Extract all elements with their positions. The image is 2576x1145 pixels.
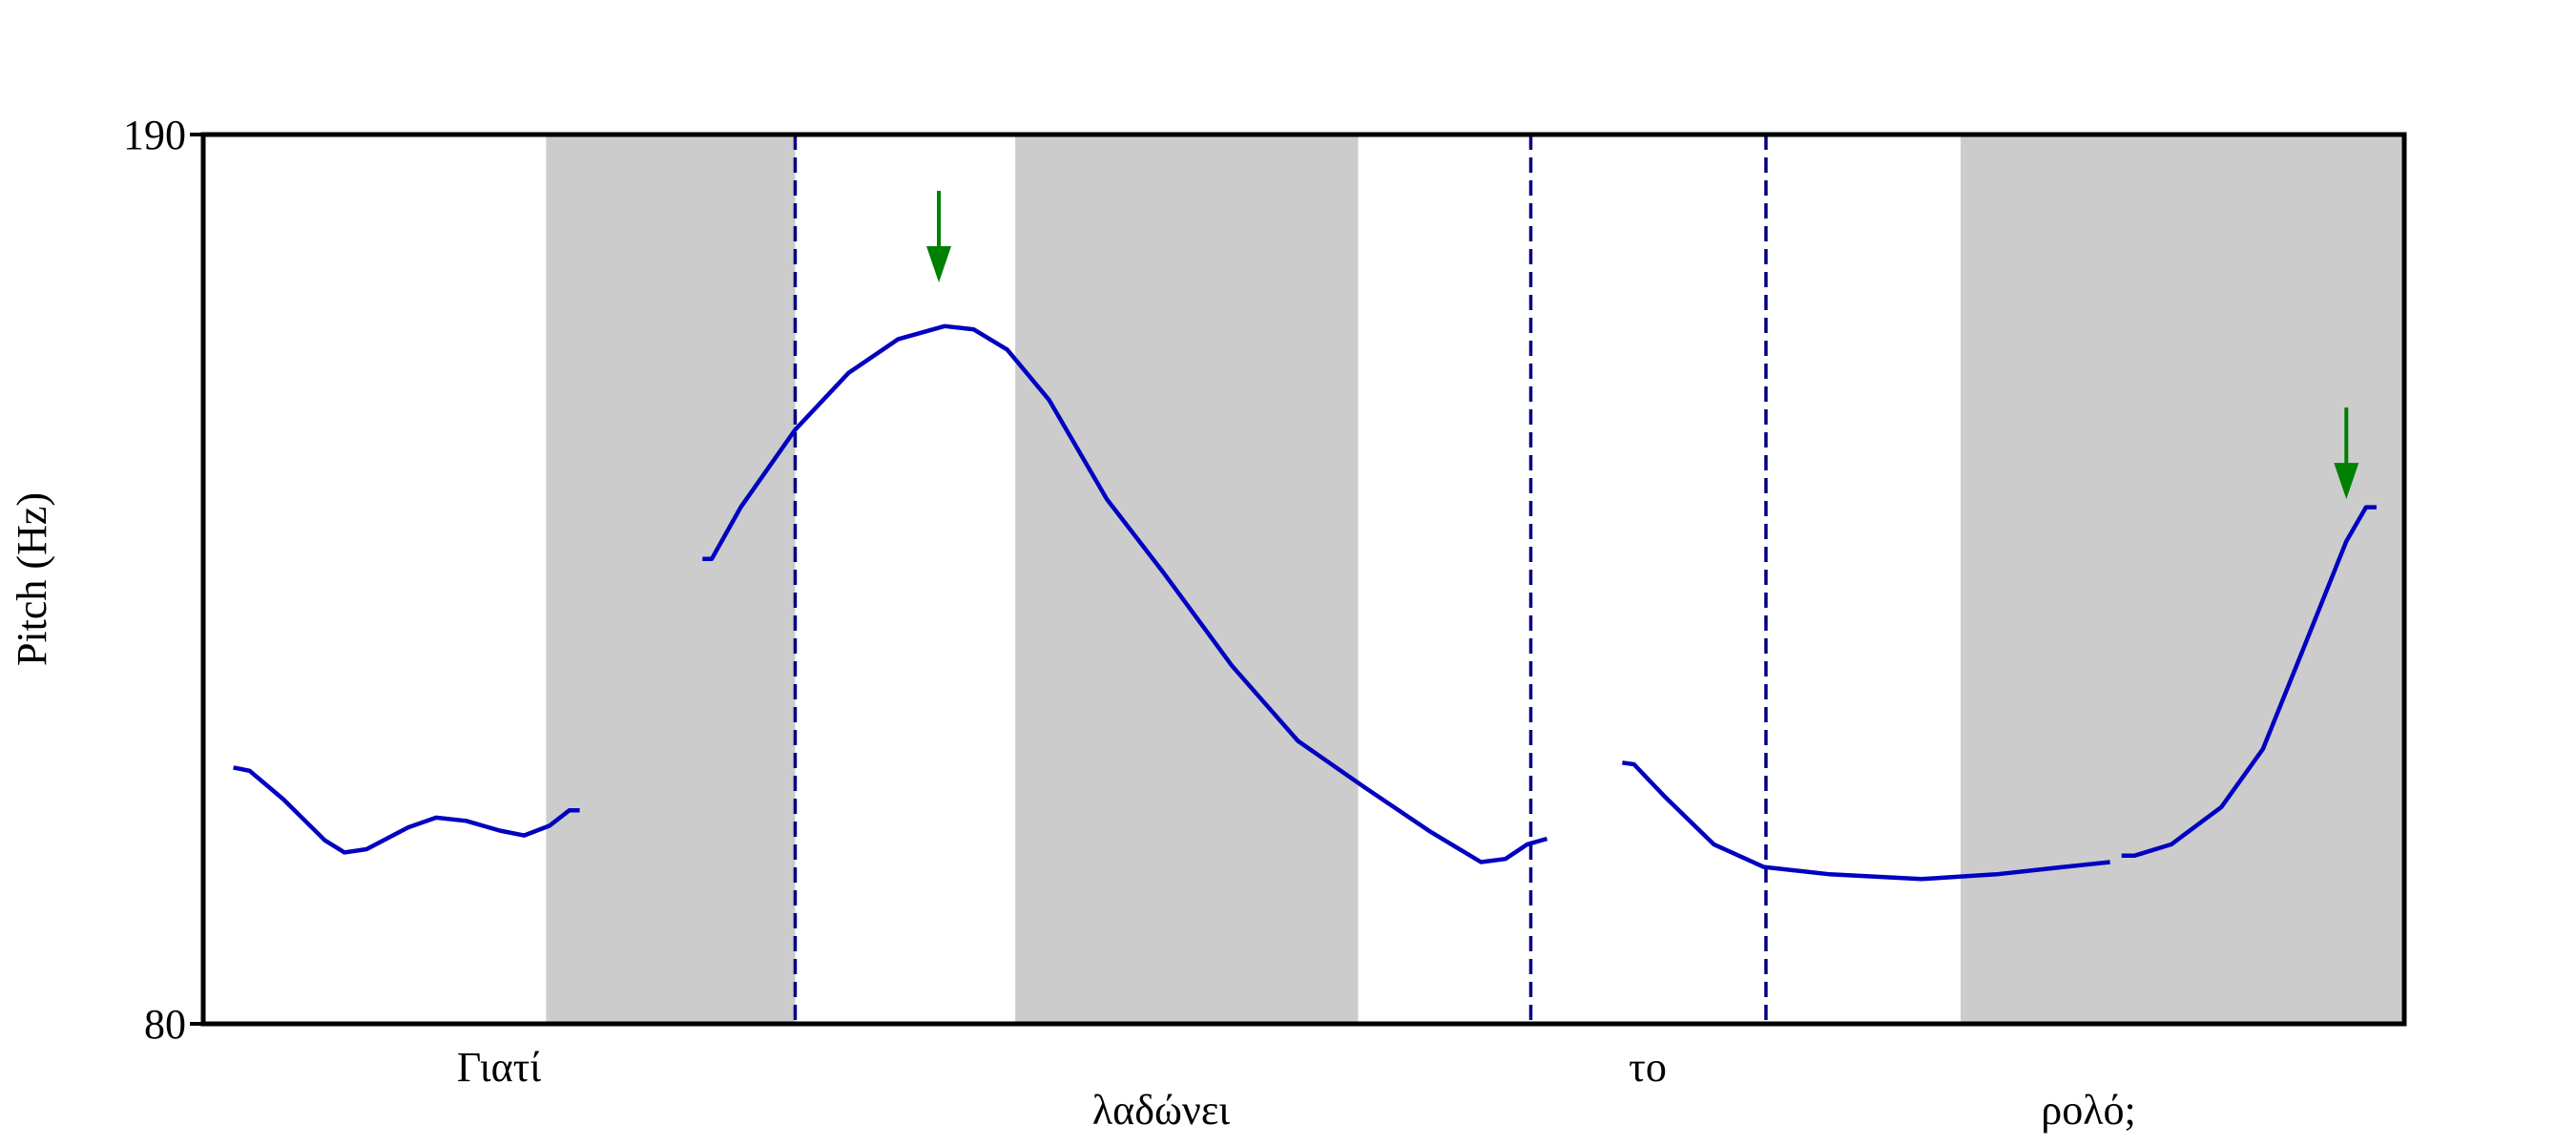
pitch-contour bbox=[702, 323, 1548, 864]
pitch-contour bbox=[2121, 505, 2377, 859]
word-label: ρολό; bbox=[2041, 1087, 2136, 1134]
arrow bbox=[2334, 407, 2359, 500]
plot-frame bbox=[200, 132, 2407, 1027]
arrow bbox=[926, 191, 952, 283]
pitch-contour bbox=[1622, 760, 2110, 882]
shaded-interval bbox=[1015, 135, 1359, 1024]
word-label: Γιατί bbox=[457, 1044, 541, 1091]
y-tick-label: 80 bbox=[144, 1001, 186, 1048]
shaded-interval bbox=[546, 135, 796, 1024]
y-axis-label: Pitch (Hz) bbox=[9, 492, 55, 666]
y-tick-label: 190 bbox=[123, 112, 186, 158]
word-label: λαδώνει bbox=[1092, 1087, 1230, 1134]
shaded-interval bbox=[1960, 135, 2404, 1024]
word-label: το bbox=[1629, 1044, 1667, 1091]
pitch-contour bbox=[233, 765, 580, 855]
